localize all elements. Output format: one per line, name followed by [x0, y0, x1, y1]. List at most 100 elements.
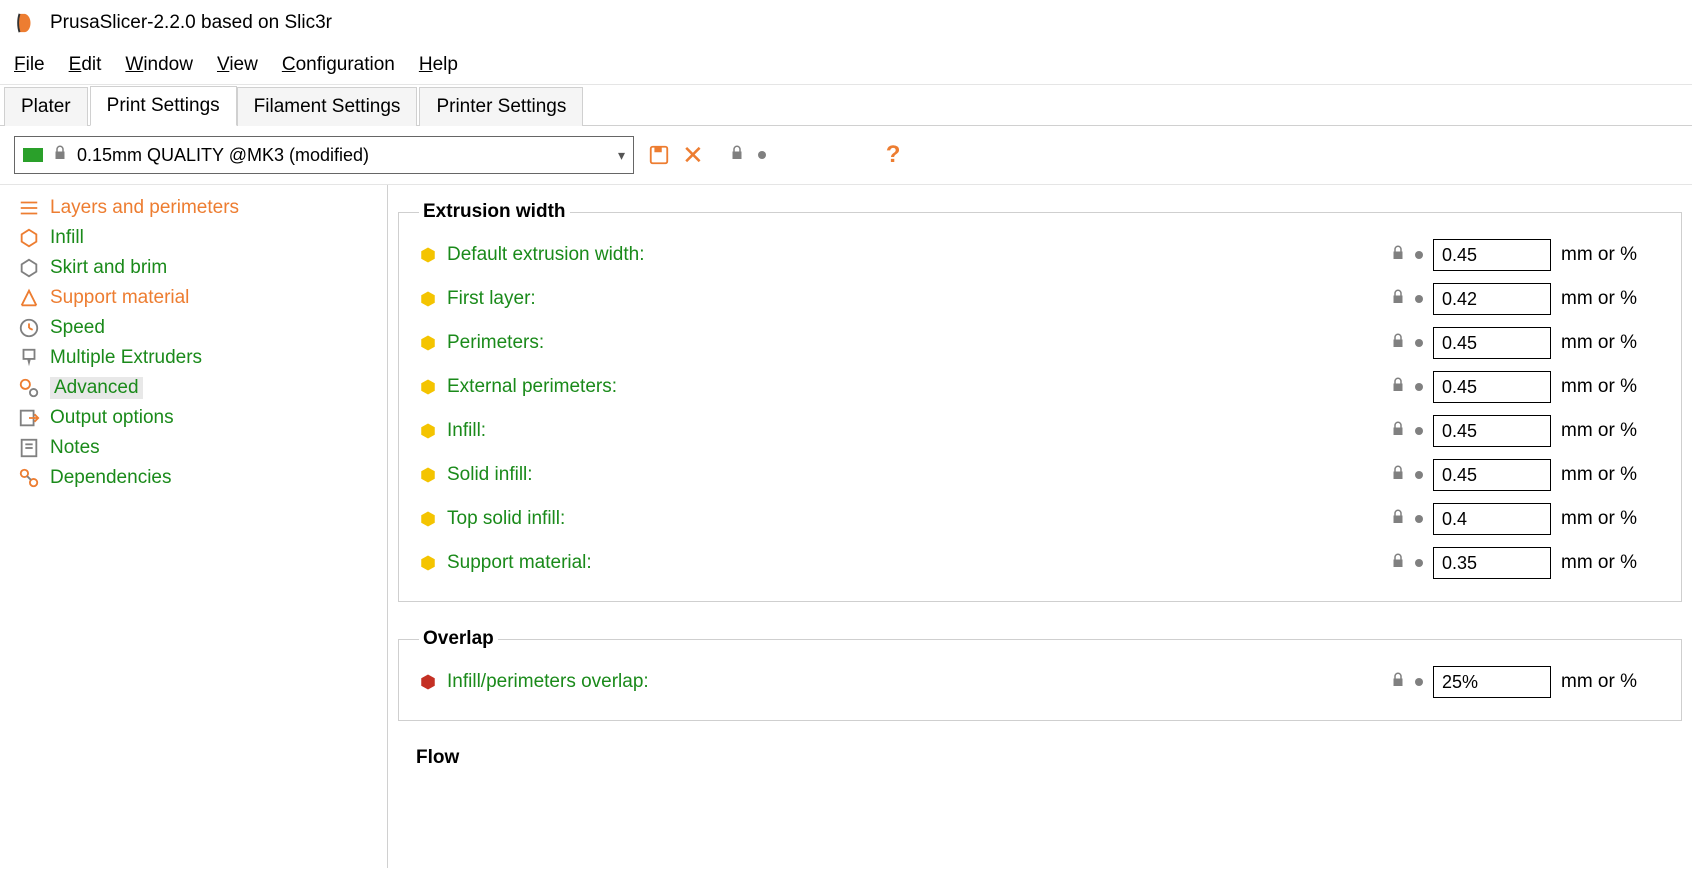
toolbar-dot-icon: [758, 151, 766, 159]
menu-view[interactable]: View: [217, 54, 258, 76]
bullet-icon: [419, 673, 437, 691]
reset-dot-icon[interactable]: [1415, 515, 1423, 523]
preset-name: 0.15mm QUALITY @MK3 (modified): [77, 145, 369, 166]
sidebar-item-infill[interactable]: Infill: [0, 223, 387, 253]
tab-filament-settings[interactable]: Filament Settings: [237, 87, 418, 126]
setting-label: First layer:: [447, 288, 787, 310]
bullet-icon: [419, 510, 437, 528]
lock-icon[interactable]: [1389, 331, 1407, 356]
lock-reset-group: [1389, 375, 1423, 400]
delete-preset-icon[interactable]: ✕: [682, 142, 704, 168]
lock-icon[interactable]: [1389, 243, 1407, 268]
lock-icon[interactable]: [1389, 419, 1407, 444]
sidebar-item-label: Skirt and brim: [50, 257, 167, 278]
settings-sidebar: Layers and perimeters Infill Skirt and bri…: [0, 185, 388, 868]
menu-file[interactable]: File: [14, 54, 45, 76]
lock-reset-group: [1389, 243, 1423, 268]
save-preset-icon[interactable]: [648, 144, 670, 166]
setting-value-input[interactable]: [1433, 283, 1551, 315]
lock-icon[interactable]: [1389, 507, 1407, 532]
group-title-overlap: Overlap: [419, 628, 498, 650]
lock-reset-group: [1389, 670, 1423, 695]
setting-row: Solid infill:mm or %: [419, 453, 1661, 497]
group-overlap: Overlap Infill/perimeters overlap:mm or …: [398, 628, 1682, 721]
sidebar-item-skirt[interactable]: Skirt and brim: [0, 253, 387, 283]
setting-label: Infill/perimeters overlap:: [447, 671, 787, 693]
bullet-icon: [419, 378, 437, 396]
setting-value-input[interactable]: [1433, 547, 1551, 579]
reset-dot-icon[interactable]: [1415, 559, 1423, 567]
setting-label: Infill:: [447, 420, 787, 442]
sidebar-item-advanced[interactable]: Advanced: [0, 373, 387, 403]
setting-unit: mm or %: [1561, 552, 1661, 574]
setting-label: Default extrusion width:: [447, 244, 787, 266]
setting-value-input[interactable]: [1433, 327, 1551, 359]
setting-value-input[interactable]: [1433, 371, 1551, 403]
titlebar: PrusaSlicer-2.2.0 based on Slic3r: [0, 0, 1692, 46]
chevron-down-icon: ▾: [618, 147, 625, 164]
lock-icon[interactable]: [1389, 670, 1407, 695]
hex-icon: [18, 227, 40, 249]
lock-icon[interactable]: [1389, 551, 1407, 576]
group-extrusion-width: Extrusion width Default extrusion width:…: [398, 201, 1682, 602]
sidebar-item-layers[interactable]: Layers and perimeters: [0, 193, 387, 223]
gears-icon: [18, 377, 40, 399]
setting-unit: mm or %: [1561, 244, 1661, 266]
lock-reset-group: [1389, 287, 1423, 312]
lines-icon: [18, 197, 40, 219]
tab-print-settings[interactable]: Print Settings: [90, 86, 237, 126]
window-title: PrusaSlicer-2.2.0 based on Slic3r: [50, 12, 332, 34]
sidebar-item-label: Dependencies: [50, 467, 171, 488]
setting-value-input[interactable]: [1433, 415, 1551, 447]
reset-dot-icon[interactable]: [1415, 427, 1423, 435]
reset-dot-icon[interactable]: [1415, 295, 1423, 303]
sidebar-item-label: Speed: [50, 317, 105, 338]
setting-value-input[interactable]: [1433, 239, 1551, 271]
tab-printer-settings[interactable]: Printer Settings: [419, 87, 583, 126]
setting-label: Solid infill:: [447, 464, 787, 486]
setting-row: Support material: mm or %: [419, 541, 1661, 585]
setting-row: First layer:mm or %: [419, 277, 1661, 321]
reset-dot-icon[interactable]: [1415, 678, 1423, 686]
setting-label: Top solid infill:: [447, 508, 787, 530]
setting-row: Top solid infill:mm or %: [419, 497, 1661, 541]
sidebar-item-speed[interactable]: Speed: [0, 313, 387, 343]
sidebar-item-label: Infill: [50, 227, 84, 248]
sidebar-item-deps[interactable]: Dependencies: [0, 463, 387, 493]
reset-dot-icon[interactable]: [1415, 251, 1423, 259]
lock-icon[interactable]: [1389, 287, 1407, 312]
help-icon[interactable]: ?: [886, 141, 901, 169]
sidebar-item-label: Layers and perimeters: [50, 197, 239, 218]
bullet-icon: [419, 334, 437, 352]
sidebar-item-mext[interactable]: Multiple Extruders: [0, 343, 387, 373]
lock-icon[interactable]: [1389, 375, 1407, 400]
sidebar-item-notes[interactable]: Notes: [0, 433, 387, 463]
ext-icon: [18, 347, 40, 369]
setting-value-input[interactable]: [1433, 503, 1551, 535]
main-area: Layers and perimeters Infill Skirt and bri…: [0, 184, 1692, 868]
menu-edit[interactable]: Edit: [69, 54, 102, 76]
reset-dot-icon[interactable]: [1415, 383, 1423, 391]
lock-reset-group: [1389, 507, 1423, 532]
lock-icon[interactable]: [1389, 463, 1407, 488]
setting-value-input[interactable]: [1433, 459, 1551, 491]
sidebar-item-label: Notes: [50, 437, 100, 458]
tab-plater[interactable]: Plater: [4, 87, 88, 126]
reset-dot-icon[interactable]: [1415, 339, 1423, 347]
setting-label: Support material:: [447, 552, 787, 574]
menu-window[interactable]: Window: [125, 54, 193, 76]
sidebar-item-support[interactable]: Support material: [0, 283, 387, 313]
menu-configuration[interactable]: Configuration: [282, 54, 395, 76]
menu-help[interactable]: Help: [419, 54, 458, 76]
toolbar-lock-icon[interactable]: [728, 143, 746, 168]
setting-row: Default extrusion width: mm or %: [419, 233, 1661, 277]
sidebar-item-label: Output options: [50, 407, 174, 428]
preset-dropdown[interactable]: 0.15mm QUALITY @MK3 (modified) ▾: [14, 136, 634, 174]
setting-unit: mm or %: [1561, 420, 1661, 442]
sidebar-item-label: Multiple Extruders: [50, 347, 202, 368]
notes-icon: [18, 437, 40, 459]
setting-unit: mm or %: [1561, 332, 1661, 354]
reset-dot-icon[interactable]: [1415, 471, 1423, 479]
sidebar-item-output[interactable]: Output options: [0, 403, 387, 433]
setting-value-input[interactable]: [1433, 666, 1551, 698]
